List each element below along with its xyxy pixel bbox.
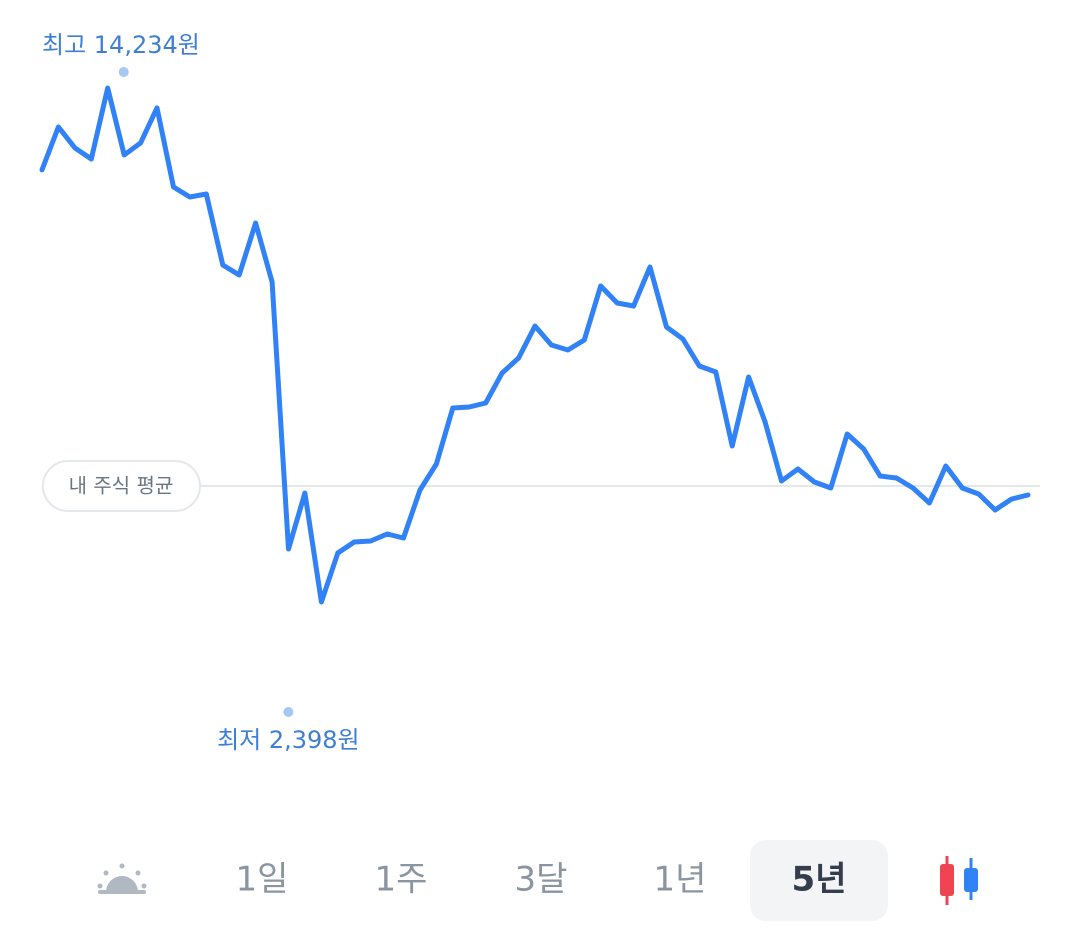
average-label: 내 주식 평균 xyxy=(69,474,174,498)
price-line xyxy=(39,85,1031,605)
tab[interactable]: 1일 xyxy=(236,860,289,900)
ray xyxy=(103,870,109,876)
sun xyxy=(106,876,138,892)
high-label: 최고 14,234원 xyxy=(42,31,200,59)
high-dot xyxy=(118,67,129,77)
average-pill xyxy=(42,460,201,513)
tab-selected[interactable]: 5년 xyxy=(792,860,847,900)
ray xyxy=(135,870,141,876)
candle-body xyxy=(940,864,954,896)
candle-body xyxy=(964,868,978,892)
horizon xyxy=(98,890,146,894)
low-dot xyxy=(283,707,294,717)
tab[interactable]: 1년 xyxy=(654,860,707,900)
tab[interactable]: 1주 xyxy=(375,860,428,900)
ray xyxy=(97,883,103,889)
tab[interactable]: 3달 xyxy=(515,860,568,900)
low-label: 최저 2,398원 xyxy=(217,726,360,754)
ray xyxy=(141,883,147,889)
daylight-icon[interactable] xyxy=(97,863,147,895)
selected-tab-bg xyxy=(750,840,888,921)
ray xyxy=(119,863,125,869)
candle-icon[interactable] xyxy=(940,856,978,905)
